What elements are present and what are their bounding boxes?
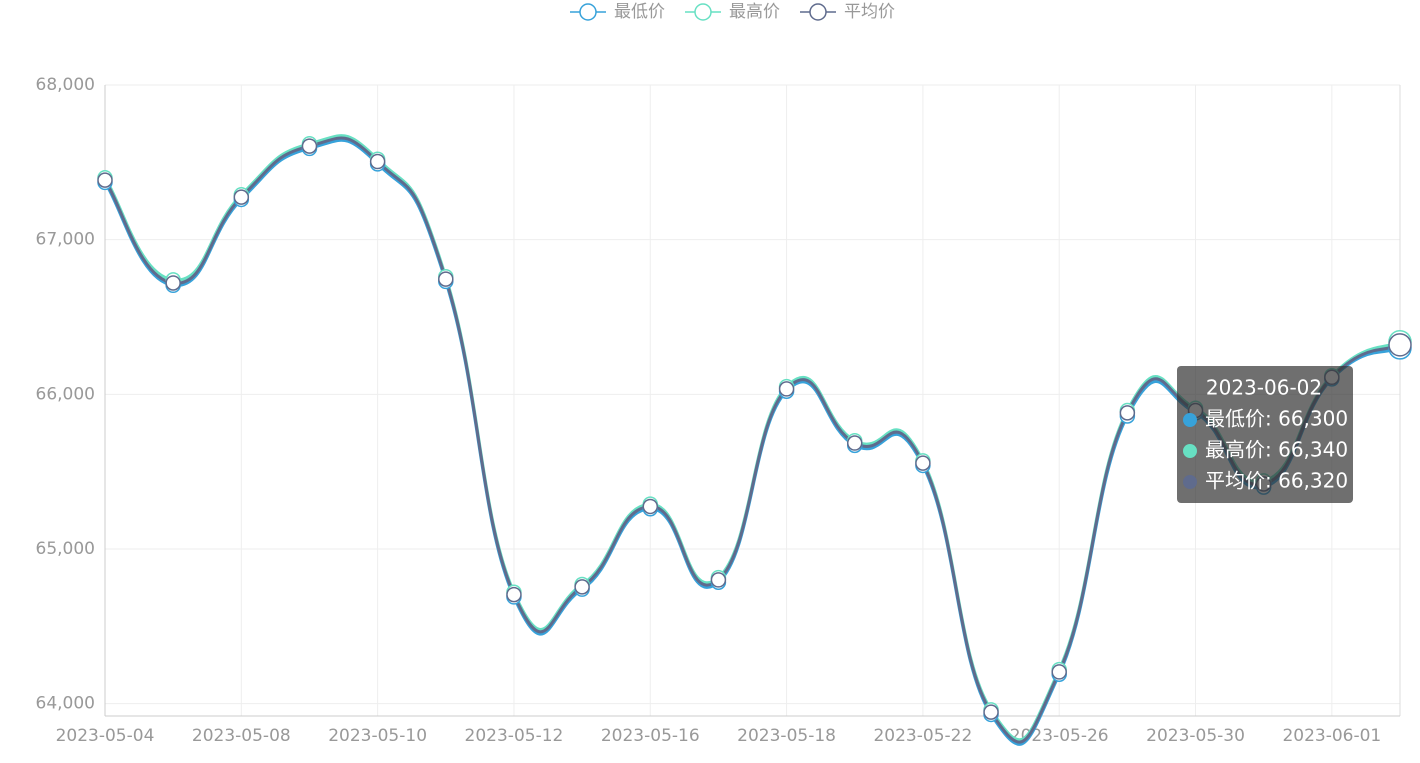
legend-label[interactable]: 最低价 <box>614 2 665 22</box>
data-point <box>642 498 659 515</box>
tooltip-dot <box>1183 475 1197 489</box>
data-point <box>1051 664 1067 680</box>
tooltip-title: 2023-06-02 <box>1206 376 1322 400</box>
legend-marker <box>579 3 597 21</box>
data-point <box>233 189 250 205</box>
data-point <box>506 586 522 603</box>
data-point <box>97 172 113 188</box>
x-tick-label: 2023-06-01 <box>1282 726 1381 746</box>
series-line <box>103 136 1401 744</box>
x-tick-label: 2023-05-18 <box>737 726 836 746</box>
y-tick-label: 67,000 <box>36 230 95 250</box>
data-point <box>438 271 454 287</box>
tooltip: 2023-06-02 最低价: 66,300 最高价: 66,340 平均价: 66,… <box>1177 366 1353 503</box>
data-point <box>369 153 386 170</box>
x-tick-label: 2023-05-16 <box>601 726 700 746</box>
tooltip-dot <box>1183 413 1197 427</box>
x-tick-label: 2023-05-08 <box>192 726 291 746</box>
y-tick-label: 65,000 <box>36 539 95 559</box>
y-tick-label: 66,000 <box>36 384 95 404</box>
data-point <box>915 455 931 471</box>
tooltip-row: 平均价: 66,320 <box>1205 469 1348 493</box>
x-tick-label: 2023-05-10 <box>328 726 427 746</box>
data-point <box>983 704 999 720</box>
data-point <box>574 579 590 595</box>
y-tick-label: 68,000 <box>36 75 95 95</box>
legend-label[interactable]: 最高价 <box>729 2 780 22</box>
x-tick-label: 2023-05-04 <box>56 726 155 746</box>
tooltip-box <box>1177 366 1353 503</box>
tooltip-row: 最低价: 66,300 <box>1205 407 1348 431</box>
data-point <box>1119 405 1136 421</box>
tooltip-row: 最高价: 66,340 <box>1205 438 1348 462</box>
data-point <box>778 381 795 397</box>
legend-marker <box>809 3 827 21</box>
data-point <box>1388 333 1412 357</box>
x-tick-label: 2023-05-12 <box>465 726 564 746</box>
x-tick-label: 2023-05-30 <box>1146 726 1245 746</box>
tooltip-dot <box>1183 444 1197 458</box>
x-tick-label: 2023-05-22 <box>873 726 972 746</box>
data-point <box>846 435 863 451</box>
data-point <box>301 138 318 154</box>
data-point <box>165 275 181 291</box>
y-tick-label: 64,000 <box>36 694 95 714</box>
legend-label[interactable]: 平均价 <box>844 2 895 22</box>
legend-marker <box>694 3 712 21</box>
data-point <box>710 572 727 588</box>
